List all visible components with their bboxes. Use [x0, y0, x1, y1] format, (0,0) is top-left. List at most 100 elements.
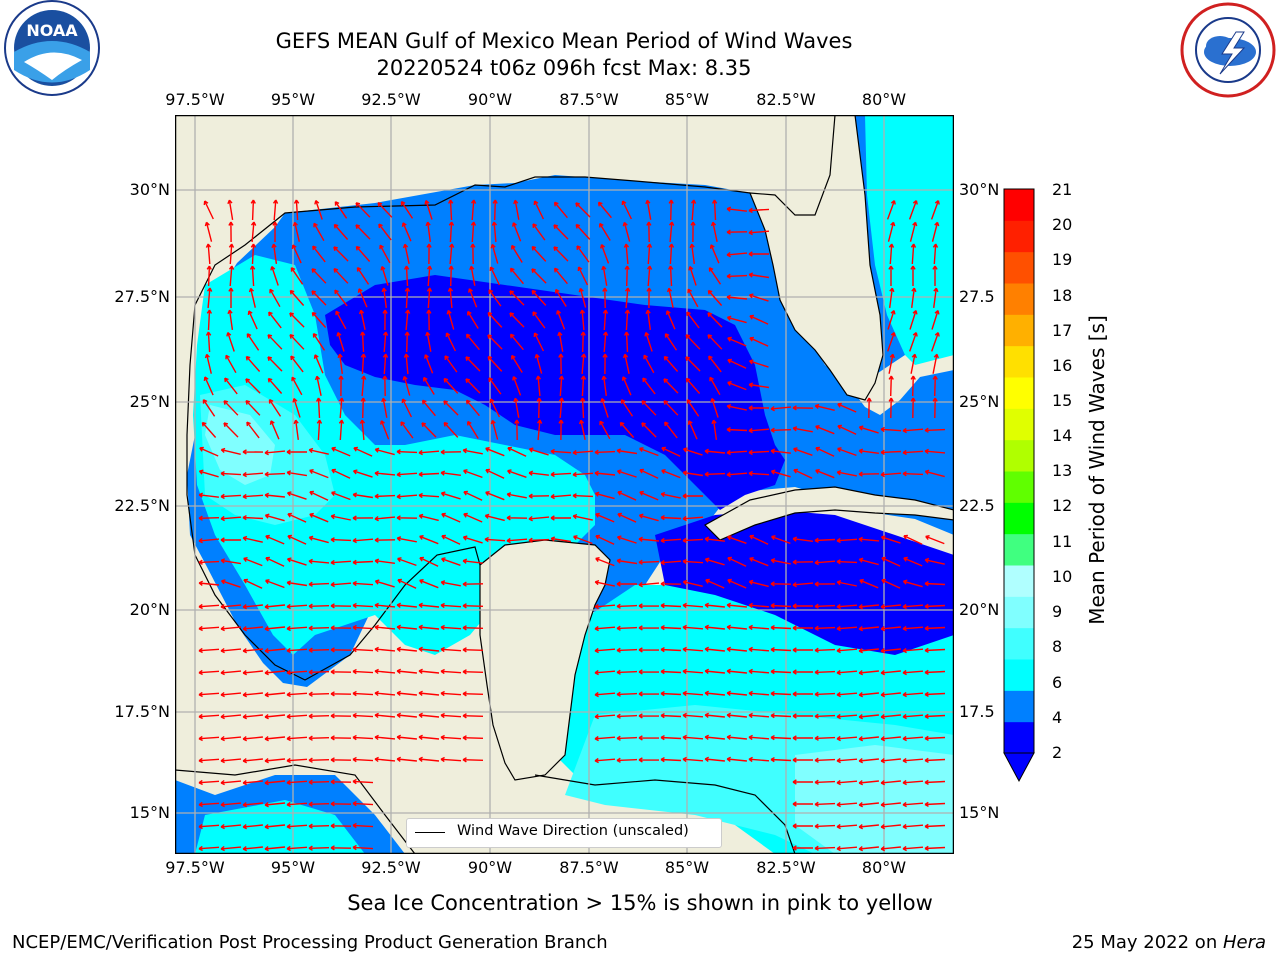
colorbar-segment [1004, 283, 1034, 315]
wave-direction-arrow [308, 845, 330, 851]
wave-direction-arrow [374, 712, 396, 719]
wave-direction-arrow [220, 757, 242, 764]
wave-direction-arrow [814, 713, 836, 719]
wave-direction-arrow [396, 493, 418, 500]
colorbar-tick: 2 [1052, 743, 1063, 762]
wave-direction-arrow [467, 310, 479, 329]
footer-branch: NCEP/EMC/Verification Post Processing Pr… [12, 932, 608, 953]
wave-direction-arrow [664, 421, 678, 439]
wave-direction-arrow [353, 446, 373, 457]
svg-text:NOAA: NOAA [26, 21, 78, 40]
wave-direction-arrow [374, 690, 396, 697]
wave-direction-arrow [265, 556, 285, 567]
wave-direction-arrow [441, 534, 461, 545]
wave-direction-arrow [490, 243, 499, 264]
wave-direction-arrow [599, 420, 611, 440]
wave-direction-arrow [245, 400, 261, 416]
wave-direction-arrow [506, 492, 527, 499]
wave-direction-arrow [688, 265, 697, 286]
wave-direction-arrow [638, 559, 660, 565]
wave-direction-arrow [489, 398, 501, 418]
wave-direction-arrow [709, 376, 721, 396]
wave-direction-arrow [858, 536, 880, 543]
wave-direction-arrow [352, 515, 374, 521]
wave-direction-arrow [308, 823, 330, 829]
wave-direction-arrow [419, 556, 439, 567]
wave-direction-arrow [594, 491, 615, 500]
wave-direction-arrow [638, 625, 660, 631]
wave-direction-arrow [748, 359, 769, 368]
wave-direction-arrow [421, 399, 436, 417]
wave-direction-arrow [512, 222, 522, 242]
wave-direction-arrow [396, 646, 417, 652]
wave-direction-arrow [440, 602, 462, 609]
wave-direction-arrow [198, 492, 219, 498]
wave-direction-arrow [445, 332, 457, 352]
wave-direction-arrow [638, 757, 660, 763]
wave-direction-arrow [272, 199, 279, 221]
wave-direction-arrow [264, 648, 286, 654]
wave-direction-arrow [198, 559, 220, 565]
wave-direction-arrow [223, 422, 239, 438]
wave-direction-arrow [264, 449, 286, 456]
wave-direction-arrow [836, 603, 858, 610]
wave-direction-arrow [616, 469, 637, 478]
wave-direction-arrow [352, 756, 374, 763]
wave-direction-arrow [418, 624, 440, 630]
wave-direction-arrow [924, 625, 946, 632]
wave-direction-arrow [308, 535, 329, 544]
wave-direction-arrow [242, 471, 264, 478]
wave-direction-arrow [924, 448, 946, 455]
wave-direction-arrow [880, 780, 901, 786]
wave-direction-arrow [509, 290, 525, 306]
wave-direction-arrow [333, 268, 349, 284]
wave-direction-arrow [550, 448, 572, 455]
wave-direction-arrow [685, 377, 701, 394]
wave-direction-arrow [484, 513, 505, 522]
wave-direction-arrow [286, 845, 308, 852]
wave-direction-arrow [511, 354, 523, 373]
colorbar [1003, 188, 1035, 783]
wave-direction-arrow [314, 375, 322, 396]
wave-direction-arrow [727, 578, 747, 589]
wave-direction-arrow [660, 756, 682, 763]
wave-direction-arrow [470, 243, 476, 265]
wave-direction-arrow [748, 668, 770, 675]
wave-direction-arrow [286, 603, 308, 610]
wave-direction-arrow [704, 646, 725, 652]
wave-direction-arrow [931, 309, 940, 330]
wave-direction-arrow [286, 757, 308, 764]
wave-direction-arrow [858, 824, 879, 830]
wave-direction-arrow [866, 397, 872, 419]
wave-direction-arrow [836, 713, 858, 720]
wave-direction-arrow [440, 712, 462, 719]
wave-direction-arrow [616, 713, 638, 719]
wave-direction-arrow [286, 801, 308, 808]
wave-direction-arrow [426, 265, 433, 287]
wave-direction-arrow [638, 536, 660, 542]
wave-direction-arrow [264, 692, 286, 698]
wave-direction-arrow [617, 490, 637, 501]
wave-direction-arrow [462, 647, 484, 653]
wave-direction-arrow [242, 692, 263, 698]
wave-direction-arrow [379, 244, 391, 264]
colorbar-segment [1004, 251, 1034, 284]
wave-direction-arrow [330, 669, 352, 675]
wave-direction-arrow [638, 691, 660, 697]
colorbar-tick: 18 [1052, 286, 1073, 305]
wave-direction-arrow [535, 375, 542, 397]
wave-direction-arrow [359, 331, 366, 353]
wave-direction-arrow [924, 603, 946, 610]
wave-direction-arrow [644, 331, 653, 352]
wave-direction-arrow [488, 289, 502, 307]
lon-label-top: 87.5°W [559, 90, 619, 109]
wave-direction-arrow [198, 757, 220, 764]
wave-direction-arrow [250, 199, 256, 221]
colorbar-tick: 21 [1052, 180, 1073, 199]
wave-direction-arrow [336, 331, 345, 352]
wave-direction-arrow [886, 200, 896, 220]
north-coastline [194, 176, 751, 306]
wave-direction-arrow [726, 734, 747, 740]
wave-direction-arrow [374, 470, 396, 477]
wave-direction-arrow [264, 824, 286, 830]
